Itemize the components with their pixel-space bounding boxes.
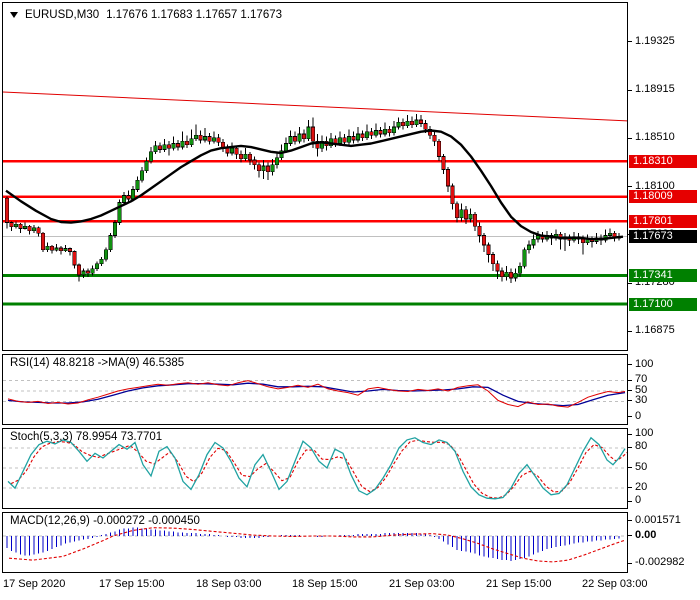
time-axis-label: 21 Sep 15:00 bbox=[486, 578, 552, 590]
rsi-panel[interactable]: RSI(14) 48.8218 ->MA(9) 46.5385 bbox=[2, 354, 628, 425]
macd-label: MACD(12,26,9) -0.000272 -0.000450 bbox=[10, 515, 200, 527]
symbol-period-label: EURUSD,M30 bbox=[25, 9, 100, 21]
symbol-dropdown-icon[interactable] bbox=[10, 12, 18, 18]
candlestick-chart[interactable] bbox=[3, 3, 627, 350]
macd-tick-mark bbox=[628, 535, 632, 536]
indicator-tick-mark bbox=[628, 364, 632, 365]
indicator-tick-label: 100 bbox=[635, 358, 654, 370]
stochastic-panel[interactable]: Stoch(5,3,3) 78.9954 73.7701 bbox=[2, 428, 628, 509]
indicator-tick-mark bbox=[628, 447, 632, 448]
stoch-d-line bbox=[10, 439, 627, 499]
current-price-badge: 1.17673 bbox=[629, 230, 697, 243]
stochastic-chart[interactable] bbox=[3, 429, 627, 508]
indicator-tick-mark bbox=[628, 416, 632, 417]
indicator-tick-label: 50 bbox=[635, 461, 648, 473]
time-axis-label: 17 Sep 2020 bbox=[3, 578, 66, 590]
time-axis-label: 21 Sep 03:00 bbox=[389, 578, 455, 590]
stochastic-label: Stoch(5,3,3) 78.9954 73.7701 bbox=[10, 431, 163, 443]
price-tick-mark bbox=[628, 41, 632, 42]
indicator-tick-mark bbox=[628, 487, 632, 488]
indicator-tick-mark bbox=[628, 434, 632, 435]
rsi-chart[interactable] bbox=[3, 355, 627, 424]
price-tick-label: 1.18915 bbox=[635, 83, 675, 95]
resistance-level-badge: 1.18009 bbox=[629, 190, 697, 203]
time-axis-label: 18 Sep 15:00 bbox=[292, 578, 358, 590]
indicator-tick-label: 0 bbox=[635, 494, 642, 506]
time-axis-label: 18 Sep 03:00 bbox=[196, 578, 262, 590]
indicator-tick-mark bbox=[628, 380, 632, 381]
price-tick-label: 1.18100 bbox=[635, 180, 675, 192]
resistance-level-badge: 1.18310 bbox=[629, 155, 697, 168]
indicator-tick-label: 50 bbox=[635, 384, 648, 396]
indicator-tick-label: 70 bbox=[635, 373, 648, 385]
indicator-tick-label: 30 bbox=[635, 394, 648, 406]
price-tick-label: 1.16875 bbox=[635, 324, 675, 336]
macd-tick-label: 0.00 bbox=[635, 529, 657, 541]
indicator-tick-mark bbox=[628, 467, 632, 468]
time-axis-label: 17 Sep 15:00 bbox=[99, 578, 165, 590]
support-level-badge: 1.17100 bbox=[629, 298, 697, 311]
rsi-label: RSI(14) 48.8218 ->MA(9) 46.5385 bbox=[10, 357, 185, 369]
ohlc-quotes-label: 1.17676 1.17683 1.17657 1.17673 bbox=[106, 9, 283, 21]
price-tick-mark bbox=[628, 90, 632, 91]
indicator-tick-mark bbox=[628, 501, 632, 502]
price-tick-mark bbox=[628, 138, 632, 139]
indicator-tick-mark bbox=[628, 400, 632, 401]
indicator-tick-mark bbox=[628, 390, 632, 391]
price-tick-label: 1.18510 bbox=[635, 131, 675, 143]
price-tick-mark bbox=[628, 331, 632, 332]
macd-tick-mark bbox=[628, 563, 632, 564]
macd-chart[interactable] bbox=[3, 513, 627, 572]
time-axis-label: 22 Sep 03:00 bbox=[582, 578, 648, 590]
rsi-ma-line bbox=[7, 382, 626, 407]
resistance-level-badge: 1.17801 bbox=[629, 215, 697, 228]
macd-tick-label: -0.002982 bbox=[635, 556, 685, 568]
price-tick-label: 1.19325 bbox=[635, 35, 675, 47]
macd-tick-mark bbox=[628, 520, 632, 521]
macd-tick-label: 0.001571 bbox=[635, 514, 681, 526]
candles-group bbox=[4, 114, 622, 283]
indicator-tick-label: 80 bbox=[635, 440, 648, 452]
main-chart-panel[interactable]: EURUSD,M30 1.17676 1.17683 1.17657 1.176… bbox=[2, 2, 628, 351]
descending-trendline bbox=[3, 91, 627, 122]
indicator-tick-label: 20 bbox=[635, 481, 648, 493]
price-tick-mark bbox=[628, 186, 632, 187]
rsi-line bbox=[7, 380, 626, 408]
macd-signal-line bbox=[8, 527, 626, 563]
support-level-badge: 1.17341 bbox=[629, 269, 697, 282]
indicator-tick-label: 0 bbox=[635, 410, 642, 422]
price-tick-mark bbox=[628, 283, 632, 284]
macd-panel[interactable]: MACD(12,26,9) -0.000272 -0.000450 bbox=[2, 512, 628, 573]
chart-title: EURUSD,M30 1.17676 1.17683 1.17657 1.176… bbox=[10, 9, 282, 21]
ma-line bbox=[5, 129, 624, 241]
stoch-k-line bbox=[7, 436, 626, 500]
indicator-tick-label: 100 bbox=[635, 427, 654, 439]
